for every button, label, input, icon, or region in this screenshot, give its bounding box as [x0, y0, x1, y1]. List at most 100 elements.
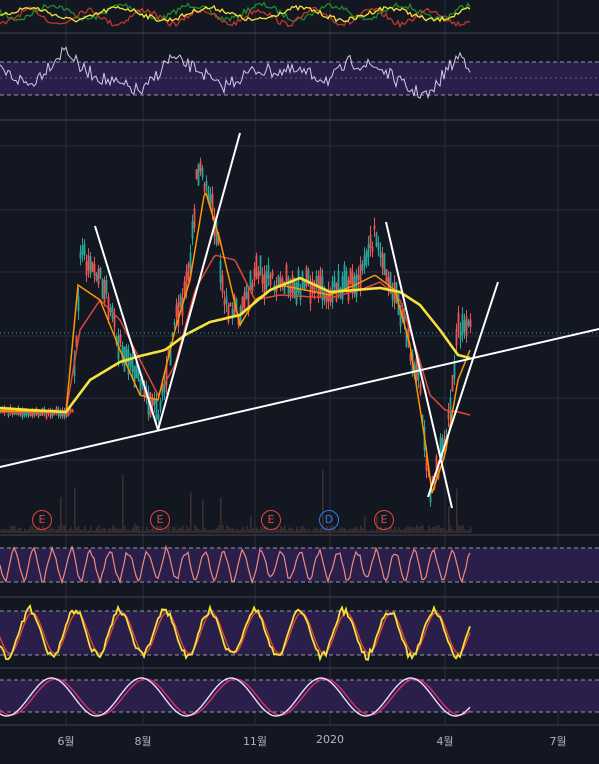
volume-bar	[292, 528, 294, 533]
candle-body	[51, 411, 54, 416]
volume-bar	[182, 525, 184, 533]
earnings-marker[interactable]: E	[261, 510, 281, 530]
candle-body	[363, 255, 366, 266]
candle-body	[197, 164, 200, 186]
volume-bar	[100, 529, 102, 533]
volume-bar	[48, 529, 50, 533]
candle-body	[89, 256, 92, 274]
volume-bar	[430, 528, 432, 533]
candle-body	[99, 268, 102, 279]
volume-bar	[86, 530, 88, 533]
volume-bar	[382, 529, 384, 533]
volume-bar	[62, 525, 64, 533]
volume-bar	[10, 526, 12, 533]
volume-bar	[446, 530, 448, 533]
candle-body	[49, 409, 52, 418]
volume-bar	[78, 526, 80, 533]
x-axis-label: 7월	[549, 735, 567, 748]
candle-body	[69, 408, 72, 412]
candle-body	[219, 261, 222, 283]
volume-bar	[72, 530, 74, 533]
volume-bar	[84, 525, 86, 533]
volume-bar	[0, 529, 2, 533]
candle-body	[165, 364, 168, 386]
volume-bar	[260, 526, 262, 533]
candle-body	[73, 357, 76, 377]
volume-bar	[214, 529, 216, 533]
candle-body	[157, 414, 160, 421]
volume-bar	[76, 527, 78, 533]
volume-bar	[308, 528, 310, 533]
volume-bar	[218, 525, 220, 533]
volume-bar	[88, 530, 90, 533]
x-axis-label: 6월	[57, 735, 75, 748]
candle-body	[433, 475, 436, 489]
volume-bar	[276, 527, 278, 533]
candle-body	[401, 306, 404, 320]
volume-bar	[58, 525, 60, 533]
candle-body	[365, 251, 368, 266]
volume-bar	[6, 529, 8, 533]
volume-bar	[40, 530, 42, 533]
volume-bar	[26, 530, 28, 533]
volume-bar	[192, 530, 194, 533]
candle-body	[251, 282, 254, 291]
volume-bar	[362, 527, 364, 533]
volume-bar	[202, 499, 204, 533]
candle-body	[337, 271, 340, 292]
volume-bar	[254, 526, 256, 533]
candle-body	[265, 271, 268, 290]
volume-bar	[330, 526, 332, 533]
candle-body	[137, 365, 140, 382]
candle-body	[221, 275, 224, 293]
trendline	[385, 221, 453, 509]
volume-bar	[144, 530, 146, 533]
volume-bar	[278, 529, 280, 533]
candle-body	[153, 399, 156, 405]
earnings-marker[interactable]: E	[32, 510, 52, 530]
candle-body	[97, 268, 100, 285]
volume-bar	[458, 525, 460, 533]
volume-bar	[46, 529, 48, 533]
candle-body	[327, 289, 330, 302]
candle-body	[343, 264, 346, 289]
volume-bar	[338, 529, 340, 533]
volume-bar	[268, 530, 270, 533]
candle-body	[127, 349, 130, 375]
volume-bar	[312, 529, 314, 533]
candle-body	[93, 264, 96, 276]
earnings-marker[interactable]: E	[150, 510, 170, 530]
volume-bar	[196, 526, 198, 533]
dividend-marker[interactable]: D	[319, 510, 339, 530]
volume-bar	[264, 525, 266, 533]
volume-bar	[464, 529, 466, 533]
volume-bar	[32, 526, 34, 533]
volume-bar	[448, 506, 450, 533]
candle-body	[257, 271, 260, 280]
candle-body	[33, 412, 36, 416]
candle-body	[307, 269, 310, 285]
candle-body	[143, 385, 146, 397]
volume-bar	[210, 530, 212, 533]
candle-body	[75, 335, 78, 348]
candle-body	[279, 277, 282, 286]
volume-bar	[116, 528, 118, 533]
moving-average-mid-line	[0, 254, 471, 416]
earnings-marker[interactable]: E	[374, 510, 394, 530]
volume-bar	[286, 530, 288, 533]
volume-bar	[444, 528, 446, 533]
candle-body	[199, 161, 202, 172]
stochastic-k-line	[0, 603, 471, 662]
trendline	[0, 328, 599, 468]
candle-body	[339, 288, 342, 298]
volume-bar	[70, 526, 72, 533]
candle-body	[85, 261, 88, 276]
candle-body	[147, 391, 150, 415]
volume-bar	[248, 529, 250, 533]
volume-bar	[262, 527, 264, 533]
volume-bar	[344, 527, 346, 533]
candle-body	[203, 184, 206, 192]
volume-bar	[4, 529, 6, 533]
volume-bar	[74, 487, 76, 533]
volume-bar	[142, 526, 144, 533]
